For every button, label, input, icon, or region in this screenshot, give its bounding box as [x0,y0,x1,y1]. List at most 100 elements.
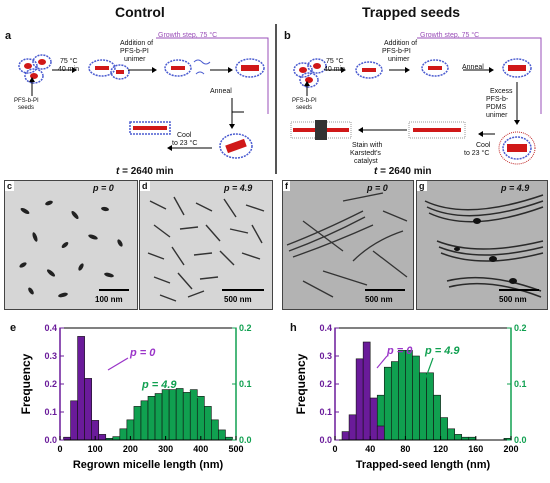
h-ytick-left-1: 0.1 [319,407,332,417]
e-bar-p49-16 [211,419,219,441]
panel-letter-a: a [5,30,12,42]
e-ytick-left-0: 0.0 [44,435,57,445]
h-bar-p49-12 [447,428,455,441]
e-annot-p0-arrow [107,357,129,371]
e-bar-p49-17 [218,429,226,441]
e-bar-p49-12 [182,392,191,441]
e-bar-p0-5 [98,434,107,441]
cond-a-1: 75 °C [60,58,78,65]
scheme-b-graphic [290,37,542,165]
e-ytick-right-0: 0.0 [239,435,252,445]
panel-letter-e: e [10,322,17,334]
e-xtick-1: 100 [88,444,103,454]
micelles-c [19,200,123,298]
seed-a-1: PFS-b-PI [14,98,39,104]
e-xtick-3: 300 [158,444,173,454]
e-bar-p49-9 [161,389,170,441]
e-ytick-left-3: 0.3 [44,351,57,361]
h-xtick-4: 160 [468,444,483,454]
h-xtick-2: 80 [400,444,410,454]
h-bar-p49-10 [433,394,441,441]
h-bar-p49-8 [419,372,427,441]
e-xtick-2: 200 [123,444,138,454]
grown-micelles [235,58,265,78]
growth-step-b: Growth step, 75 °C [420,32,480,39]
e-annot-p0: p = 0 [129,347,156,359]
h-annot-p0-arrow [376,355,388,369]
tem-panel-g: g p = 4.9 500 nm [416,180,548,310]
addition-b-2: PFS-b-PI [382,48,411,55]
e-ytick-right-2: 0.2 [239,323,252,333]
h-bar-p0-4 [369,397,378,441]
cool-b-2: to 23 °C [464,150,490,157]
e-bar-p49-7 [147,396,156,441]
h-annot-p49-arrow [424,357,434,381]
h-xtick-3: 120 [433,444,448,454]
cond-b-2: 40 min [324,66,346,73]
e-bar-p49-14 [196,396,205,441]
seed-b-1: PFS-b-PI [292,98,317,104]
h-ytick-left-0: 0.0 [319,435,332,445]
h-ytick-right-1: 0.1 [514,379,527,389]
annealed-micelle [219,133,253,159]
e-bar-p0-3 [84,378,92,441]
e-bar-p49-2 [112,436,121,441]
e-bar-p0-1 [70,400,78,441]
e-bar-p49-8 [154,393,163,441]
addition-b-1: Addition of [384,40,418,47]
h-bar-p49-13 [454,434,463,441]
seed-micelles [18,54,52,84]
time-label-left: t = 2640 min [116,166,174,177]
panel-letter-b: b [284,30,291,42]
e-bar-p0-2 [77,336,85,441]
e-bar-p49-3 [119,428,128,441]
column-divider [275,24,277,174]
cond-a-2: 40 min [58,66,80,73]
tem-panel-f: f p = 0 500 nm [282,180,414,310]
h-bar-p49-9 [426,372,434,441]
e-annot-p49: p = 4.9 [141,379,177,391]
h-ytick-left-3: 0.3 [319,351,332,361]
addition-a-1: Addition of [120,40,154,47]
addition-a-3: unimer [124,56,146,63]
histogram-h: 0.0 0.1 0.2 0.3 0.4 0.0 0.1 0.2 0 40 80 120 160 200 Tr… [294,323,527,471]
cool-a-1: Cool [177,132,192,139]
micelles-d [147,196,265,302]
seed-b-2: seeds [296,105,313,111]
trapped-seeds-header: Trapped seeds [362,4,461,20]
h-bar-p0-1 [348,414,357,441]
e-ytick-right-1: 0.1 [239,379,252,389]
cool-a-2: to 23 °C [172,140,198,147]
h-xtick-5: 200 [503,444,518,454]
stain-b-3: catalyst [354,158,378,165]
control-header: Control [115,4,165,20]
e-bar-p49-13 [189,389,198,441]
h-bar-p49-5 [398,350,406,441]
h-bar-p49-7 [412,355,420,441]
e-xtick-5: 500 [228,444,243,454]
h-bar-p0-0 [341,431,350,441]
h-annot-p0: p = 0 [386,345,413,357]
addition-a-2: PFS-b-PI [120,48,149,55]
tem-panel-d: d p = 4.9 500 nm [139,180,273,310]
micelles-f [286,192,408,298]
scheme-a-graphic [18,37,269,159]
e-ytick-left-1: 0.1 [44,407,57,417]
e-bar-p49-6 [140,400,149,441]
seed-a-2: seeds [18,105,35,111]
e-xtick-4: 400 [193,444,208,454]
tem-panel-c: c p = 0 100 nm [4,180,138,310]
h-xtick-1: 40 [365,444,375,454]
anneal-a: Anneal [210,88,232,95]
e-xtick-0: 0 [57,444,62,454]
h-bar-p49-4 [391,361,399,441]
h-bar-p0-5 [376,425,385,441]
h-ytick-right-2: 0.2 [514,323,527,333]
e-bar-p49-15 [204,406,212,441]
cooled-cylinder [129,121,171,135]
panel-letter-h: h [290,322,297,334]
h-ytick-right-0: 0.0 [514,435,527,445]
h-xlabel: Trapped-seed length (nm) [356,459,491,471]
excess-b-2: PFS-b- [486,96,509,103]
excess-b-1: Excess [490,88,513,95]
